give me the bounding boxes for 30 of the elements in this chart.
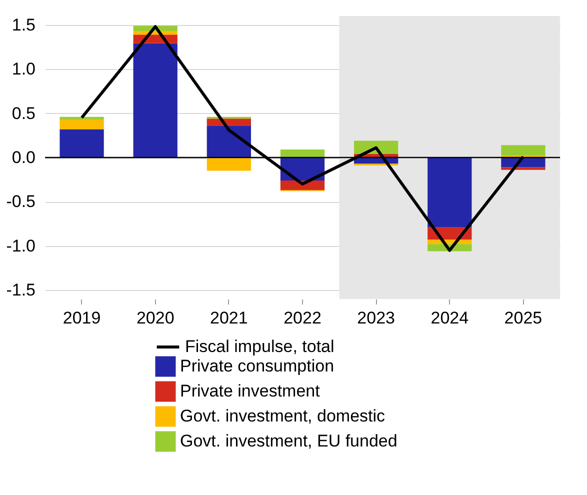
y-tick-label: 1.0 bbox=[12, 60, 36, 79]
legend-label: Govt. investment, EU funded bbox=[180, 432, 398, 450]
legend-label: Private investment bbox=[180, 382, 320, 400]
x-tick-label: 2022 bbox=[284, 308, 322, 328]
bar bbox=[60, 116, 104, 120]
y-tick-label: 0.0 bbox=[12, 148, 36, 167]
x-tick-label: 2024 bbox=[430, 308, 469, 328]
y-tick-label: 0.5 bbox=[12, 104, 36, 123]
y-tick-label: -0.5 bbox=[6, 192, 36, 212]
bar bbox=[206, 126, 251, 158]
bar bbox=[280, 150, 325, 158]
legend-label: Fiscal impulse, total bbox=[185, 337, 334, 356]
legend-label: Govt. investment, domestic bbox=[180, 406, 386, 426]
x-tick-label: 2025 bbox=[504, 308, 542, 328]
x-tick-label: 2020 bbox=[136, 308, 174, 328]
y-tick-label: -1.0 bbox=[6, 236, 36, 256]
bar bbox=[60, 119, 104, 130]
bar bbox=[428, 158, 472, 228]
x-tick-label: 2023 bbox=[357, 308, 395, 328]
bar bbox=[206, 118, 251, 126]
y-tick-label: -1.5 bbox=[6, 280, 36, 300]
x-tick-label: 2019 bbox=[62, 308, 101, 328]
y-tick-label: 1.5 bbox=[12, 15, 36, 34]
legend-label: Private consumption bbox=[180, 356, 334, 376]
bar bbox=[501, 167, 546, 170]
bar bbox=[206, 158, 251, 171]
bar bbox=[501, 145, 546, 156]
bar bbox=[60, 129, 104, 158]
bar bbox=[133, 43, 178, 158]
x-tick-label: 2021 bbox=[210, 308, 248, 328]
